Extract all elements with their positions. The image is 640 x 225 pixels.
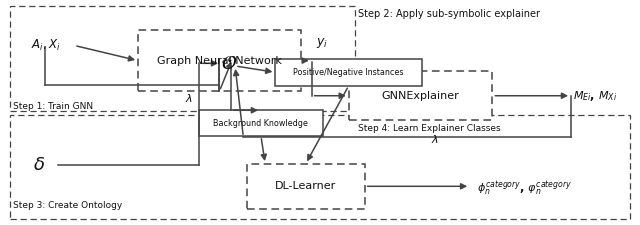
Text: $\lambda$: $\lambda$ bbox=[185, 92, 193, 104]
Text: Step 4: Learn Explainer Classes: Step 4: Learn Explainer Classes bbox=[358, 124, 501, 133]
Text: Step 3: Create Ontology: Step 3: Create Ontology bbox=[13, 201, 123, 210]
Text: $y_i$: $y_i$ bbox=[316, 36, 328, 50]
Text: $M_{Ei}$, $M_{Xi}$: $M_{Ei}$, $M_{Xi}$ bbox=[573, 89, 617, 103]
FancyBboxPatch shape bbox=[349, 71, 492, 120]
FancyBboxPatch shape bbox=[10, 115, 630, 219]
Text: $\lambda$: $\lambda$ bbox=[431, 133, 439, 145]
Text: Step 2: Apply sub-symbolic explainer: Step 2: Apply sub-symbolic explainer bbox=[358, 9, 540, 19]
FancyBboxPatch shape bbox=[138, 30, 301, 91]
Text: $\phi_n^{category}$, $\varphi_n^{category}$: $\phi_n^{category}$, $\varphi_n^{categor… bbox=[477, 179, 572, 198]
Text: $\delta$: $\delta$ bbox=[33, 156, 45, 174]
Text: Graph Neural Network: Graph Neural Network bbox=[157, 56, 282, 65]
Text: Positive/Negative Instances: Positive/Negative Instances bbox=[294, 68, 404, 77]
Text: Step 1: Train GNN: Step 1: Train GNN bbox=[13, 102, 93, 111]
Text: $\mathcal{O}$: $\mathcal{O}$ bbox=[221, 54, 237, 73]
FancyBboxPatch shape bbox=[246, 164, 365, 209]
FancyBboxPatch shape bbox=[275, 59, 422, 86]
Text: $A_i, X_i$: $A_i, X_i$ bbox=[31, 38, 60, 53]
Text: DL-Learner: DL-Learner bbox=[275, 181, 336, 191]
FancyBboxPatch shape bbox=[10, 6, 355, 111]
Text: GNNExplainer: GNNExplainer bbox=[381, 91, 460, 101]
FancyBboxPatch shape bbox=[198, 110, 323, 136]
Text: Background Knowledge: Background Knowledge bbox=[214, 119, 308, 128]
